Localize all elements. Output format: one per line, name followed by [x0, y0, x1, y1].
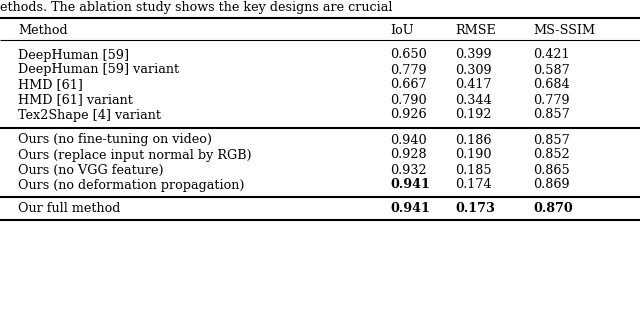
Text: 0.779: 0.779	[390, 64, 427, 76]
Text: Method: Method	[18, 23, 68, 37]
Text: 0.928: 0.928	[390, 149, 427, 162]
Text: DeepHuman [59] variant: DeepHuman [59] variant	[18, 64, 179, 76]
Text: 0.857: 0.857	[533, 109, 570, 121]
Text: 0.857: 0.857	[533, 134, 570, 147]
Text: 0.779: 0.779	[533, 94, 570, 106]
Text: MS-SSIM: MS-SSIM	[533, 23, 595, 37]
Text: 0.684: 0.684	[533, 79, 570, 91]
Text: IoU: IoU	[390, 23, 413, 37]
Text: Tex2Shape [4] variant: Tex2Shape [4] variant	[18, 109, 161, 121]
Text: HMD [61]: HMD [61]	[18, 79, 83, 91]
Text: DeepHuman [59]: DeepHuman [59]	[18, 48, 129, 61]
Text: 0.186: 0.186	[455, 134, 492, 147]
Text: 0.192: 0.192	[455, 109, 492, 121]
Text: 0.185: 0.185	[455, 163, 492, 177]
Text: Our full method: Our full method	[18, 202, 120, 215]
Text: 0.926: 0.926	[390, 109, 427, 121]
Text: 0.941: 0.941	[390, 202, 430, 215]
Text: 0.865: 0.865	[533, 163, 570, 177]
Text: 0.790: 0.790	[390, 94, 427, 106]
Text: 0.309: 0.309	[455, 64, 492, 76]
Text: 0.870: 0.870	[533, 202, 573, 215]
Text: 0.869: 0.869	[533, 178, 570, 192]
Text: 0.421: 0.421	[533, 48, 570, 61]
Text: 0.190: 0.190	[455, 149, 492, 162]
Text: 0.173: 0.173	[455, 202, 495, 215]
Text: 0.941: 0.941	[390, 178, 430, 192]
Text: Ours (no VGG feature): Ours (no VGG feature)	[18, 163, 164, 177]
Text: 0.667: 0.667	[390, 79, 427, 91]
Text: 0.587: 0.587	[533, 64, 570, 76]
Text: HMD [61] variant: HMD [61] variant	[18, 94, 133, 106]
Text: Ours (no fine-tuning on video): Ours (no fine-tuning on video)	[18, 134, 212, 147]
Text: 0.399: 0.399	[455, 48, 492, 61]
Text: Ours (replace input normal by RGB): Ours (replace input normal by RGB)	[18, 149, 252, 162]
Text: 0.932: 0.932	[390, 163, 427, 177]
Text: ethods. The ablation study shows the key designs are crucial: ethods. The ablation study shows the key…	[0, 2, 392, 14]
Text: 0.650: 0.650	[390, 48, 427, 61]
Text: 0.852: 0.852	[533, 149, 570, 162]
Text: RMSE: RMSE	[455, 23, 496, 37]
Text: 0.344: 0.344	[455, 94, 492, 106]
Text: 0.174: 0.174	[455, 178, 492, 192]
Text: Ours (no deformation propagation): Ours (no deformation propagation)	[18, 178, 244, 192]
Text: 0.417: 0.417	[455, 79, 492, 91]
Text: 0.940: 0.940	[390, 134, 427, 147]
